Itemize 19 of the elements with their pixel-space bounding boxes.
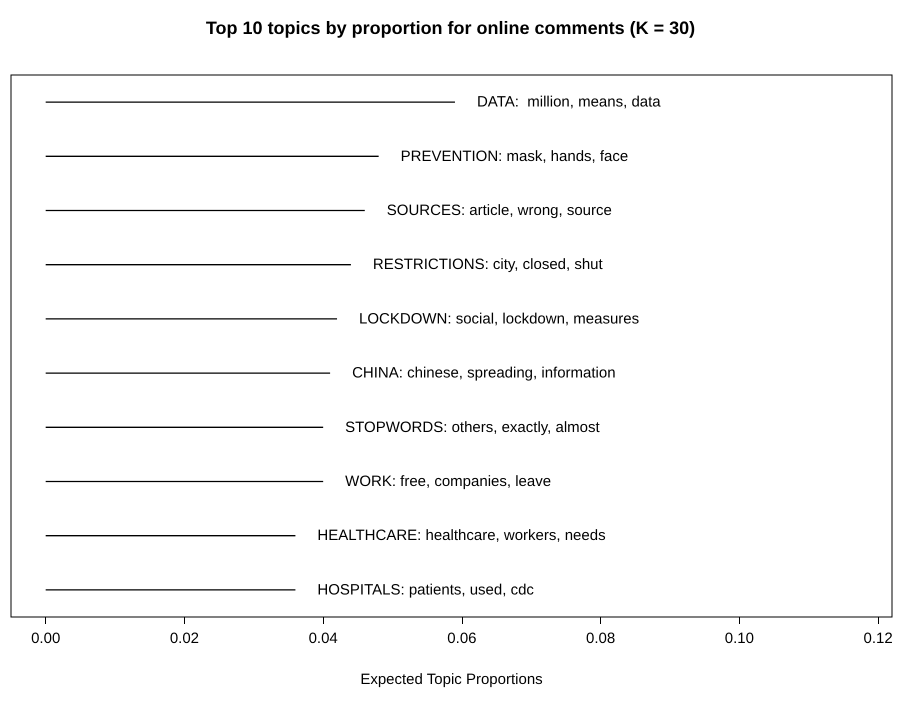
y-tick-label: CHINA: chinese, spreading, information	[352, 364, 616, 382]
y-tick-label: LOCKDOWN: social, lockdown, measures	[359, 310, 640, 328]
x-axis-title: Expected Topic Proportions	[360, 671, 543, 688]
y-tick-label: DATA: million, means, data	[476, 94, 662, 111]
x-tick-label: 0.00	[31, 630, 60, 647]
y-tick-label: STOPWORDS: others, exactly, almost	[345, 418, 601, 436]
x-tick-label: 0.06	[447, 630, 477, 647]
y-tick-label: PREVENTION: mask, hands, face	[400, 148, 628, 165]
y-tick-label: RESTRICTIONS: city, closed, shut	[372, 256, 604, 274]
x-tick-label: 0.04	[308, 630, 338, 647]
y-tick-label: SOURCES: article, wrong, source	[386, 202, 612, 219]
x-tick-label: 0.02	[170, 630, 200, 647]
x-tick-label: 0.08	[586, 630, 616, 647]
x-tick-label: 0.12	[864, 630, 893, 647]
y-tick-label: HEALTHCARE: healthcare, workers, needs	[317, 527, 606, 544]
x-tick-label: 0.10	[724, 630, 754, 647]
y-tick-label: HOSPITALS: patients, used, cdc	[317, 581, 534, 598]
y-tick-label: WORK: free, companies, leave	[345, 473, 552, 490]
chart-title: Top 10 topics by proportion for online comments (K = 30)	[206, 18, 696, 38]
